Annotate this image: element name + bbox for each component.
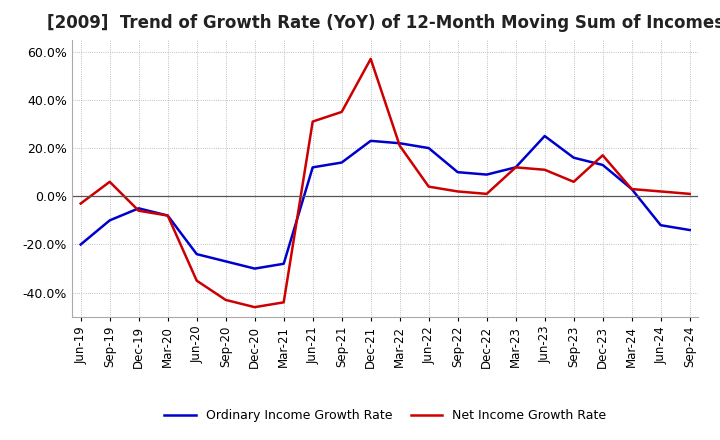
Net Income Growth Rate [251, 304, 259, 310]
Ordinary Income Growth Rate [163, 213, 172, 218]
Net Income Growth Rate [541, 167, 549, 172]
Net Income Growth Rate [511, 165, 520, 170]
Ordinary Income Growth Rate [308, 165, 317, 170]
Ordinary Income Growth Rate [627, 187, 636, 192]
Net Income Growth Rate [338, 109, 346, 114]
Net Income Growth Rate [454, 189, 462, 194]
Ordinary Income Growth Rate [76, 242, 85, 247]
Net Income Growth Rate [657, 189, 665, 194]
Ordinary Income Growth Rate [541, 133, 549, 139]
Ordinary Income Growth Rate [395, 141, 404, 146]
Ordinary Income Growth Rate [685, 227, 694, 233]
Ordinary Income Growth Rate [251, 266, 259, 271]
Ordinary Income Growth Rate [657, 223, 665, 228]
Net Income Growth Rate [221, 297, 230, 303]
Ordinary Income Growth Rate [366, 138, 375, 143]
Net Income Growth Rate [395, 143, 404, 148]
Ordinary Income Growth Rate [135, 205, 143, 211]
Ordinary Income Growth Rate [192, 252, 201, 257]
Net Income Growth Rate [279, 300, 288, 305]
Ordinary Income Growth Rate [598, 162, 607, 168]
Net Income Growth Rate [135, 208, 143, 213]
Net Income Growth Rate [308, 119, 317, 124]
Net Income Growth Rate [192, 278, 201, 283]
Line: Ordinary Income Growth Rate: Ordinary Income Growth Rate [81, 136, 690, 268]
Net Income Growth Rate [105, 179, 114, 184]
Ordinary Income Growth Rate [279, 261, 288, 266]
Ordinary Income Growth Rate [424, 146, 433, 151]
Ordinary Income Growth Rate [482, 172, 491, 177]
Net Income Growth Rate [627, 187, 636, 192]
Net Income Growth Rate [598, 153, 607, 158]
Ordinary Income Growth Rate [454, 169, 462, 175]
Net Income Growth Rate [570, 179, 578, 184]
Legend: Ordinary Income Growth Rate, Net Income Growth Rate: Ordinary Income Growth Rate, Net Income … [159, 404, 611, 427]
Net Income Growth Rate [424, 184, 433, 189]
Net Income Growth Rate [685, 191, 694, 197]
Net Income Growth Rate [76, 201, 85, 206]
Ordinary Income Growth Rate [338, 160, 346, 165]
Ordinary Income Growth Rate [105, 218, 114, 223]
Ordinary Income Growth Rate [511, 165, 520, 170]
Line: Net Income Growth Rate: Net Income Growth Rate [81, 59, 690, 307]
Net Income Growth Rate [366, 56, 375, 62]
Net Income Growth Rate [482, 191, 491, 197]
Ordinary Income Growth Rate [221, 259, 230, 264]
Ordinary Income Growth Rate [570, 155, 578, 160]
Net Income Growth Rate [163, 213, 172, 218]
Title: [2009]  Trend of Growth Rate (YoY) of 12-Month Moving Sum of Incomes: [2009] Trend of Growth Rate (YoY) of 12-… [47, 15, 720, 33]
